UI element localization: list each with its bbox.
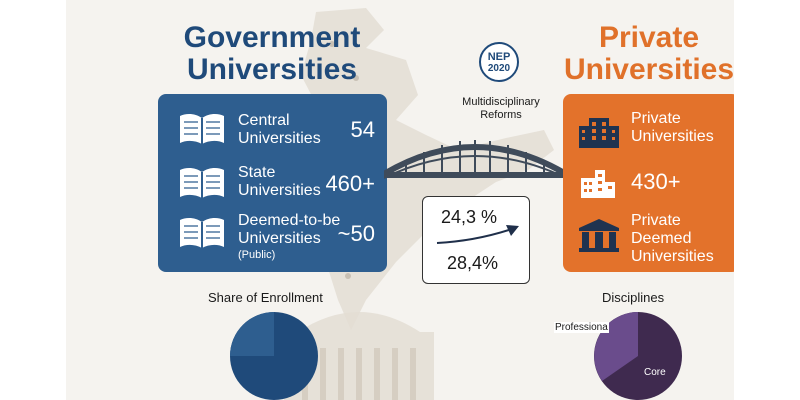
government-heading: Government Universities <box>183 21 361 86</box>
professional-slice-label: Professiona <box>554 322 609 333</box>
central-universities-label: Central Universities <box>238 112 321 147</box>
private-universities-value: 430+ <box>631 169 681 194</box>
state-universities-label: State Universities <box>238 164 321 199</box>
nep-2020-badge: NEP 2020 <box>479 42 519 82</box>
state-universities-value: 460+ <box>325 171 375 196</box>
private-universities-label: Private Universities <box>631 110 714 145</box>
stat-bottom-value: 28,4% <box>447 253 499 273</box>
enrollment-stat-box: 24,3 % 28,4% <box>422 196 530 284</box>
upward-arrow-icon <box>436 225 519 244</box>
infographic-canvas: Government Universities Private Universi… <box>66 0 734 400</box>
private-universities-row: Private Universities <box>563 108 734 150</box>
central-universities-row: Central Universities 54 <box>158 110 387 150</box>
nep-badge-line1: NEP <box>487 51 511 63</box>
private-panel: Private Universities 430+ <box>563 94 734 272</box>
deemed-universities-row: Deemed-to-be Universities (Public) ~50 <box>158 212 387 268</box>
central-universities-value: 54 <box>350 117 375 142</box>
book-icon <box>180 167 224 198</box>
book-icon <box>180 217 224 248</box>
enrollment-pie-chart <box>230 312 318 400</box>
share-of-enrollment-title: Share of Enrollment <box>208 290 323 305</box>
deemed-universities-sublabel: (Public) <box>238 249 276 261</box>
deemed-universities-value: ~50 <box>337 221 375 246</box>
private-count-row: 430+ <box>563 166 734 200</box>
office-building-icon <box>579 118 619 148</box>
private-heading: Private Universities <box>563 21 734 86</box>
core-slice-label: Core <box>644 367 666 378</box>
institution-icon <box>579 219 619 252</box>
book-icon <box>180 113 224 144</box>
state-universities-row: State Universities 460+ <box>158 164 387 204</box>
deemed-universities-label: Deemed-to-be Universities (Public) <box>238 212 350 262</box>
private-deemed-label: Private Deemed Universities <box>631 212 714 265</box>
factory-building-icon <box>581 170 615 198</box>
multidisciplinary-reforms-label: Multidisciplinary Reforms <box>462 96 540 121</box>
deemed-universities-label-text: Deemed-to-be Universities <box>238 212 341 247</box>
private-deemed-row: Private Deemed Universities <box>563 212 734 268</box>
nep-badge-line2: 2020 <box>487 63 511 74</box>
bridge-icon <box>384 140 566 179</box>
government-panel: Central Universities 54 State Universiti… <box>158 94 387 272</box>
enrollment-pie-minor-slice <box>230 312 274 356</box>
stat-top-value: 24,3 % <box>441 207 498 227</box>
disciplines-title: Disciplines <box>602 290 665 305</box>
